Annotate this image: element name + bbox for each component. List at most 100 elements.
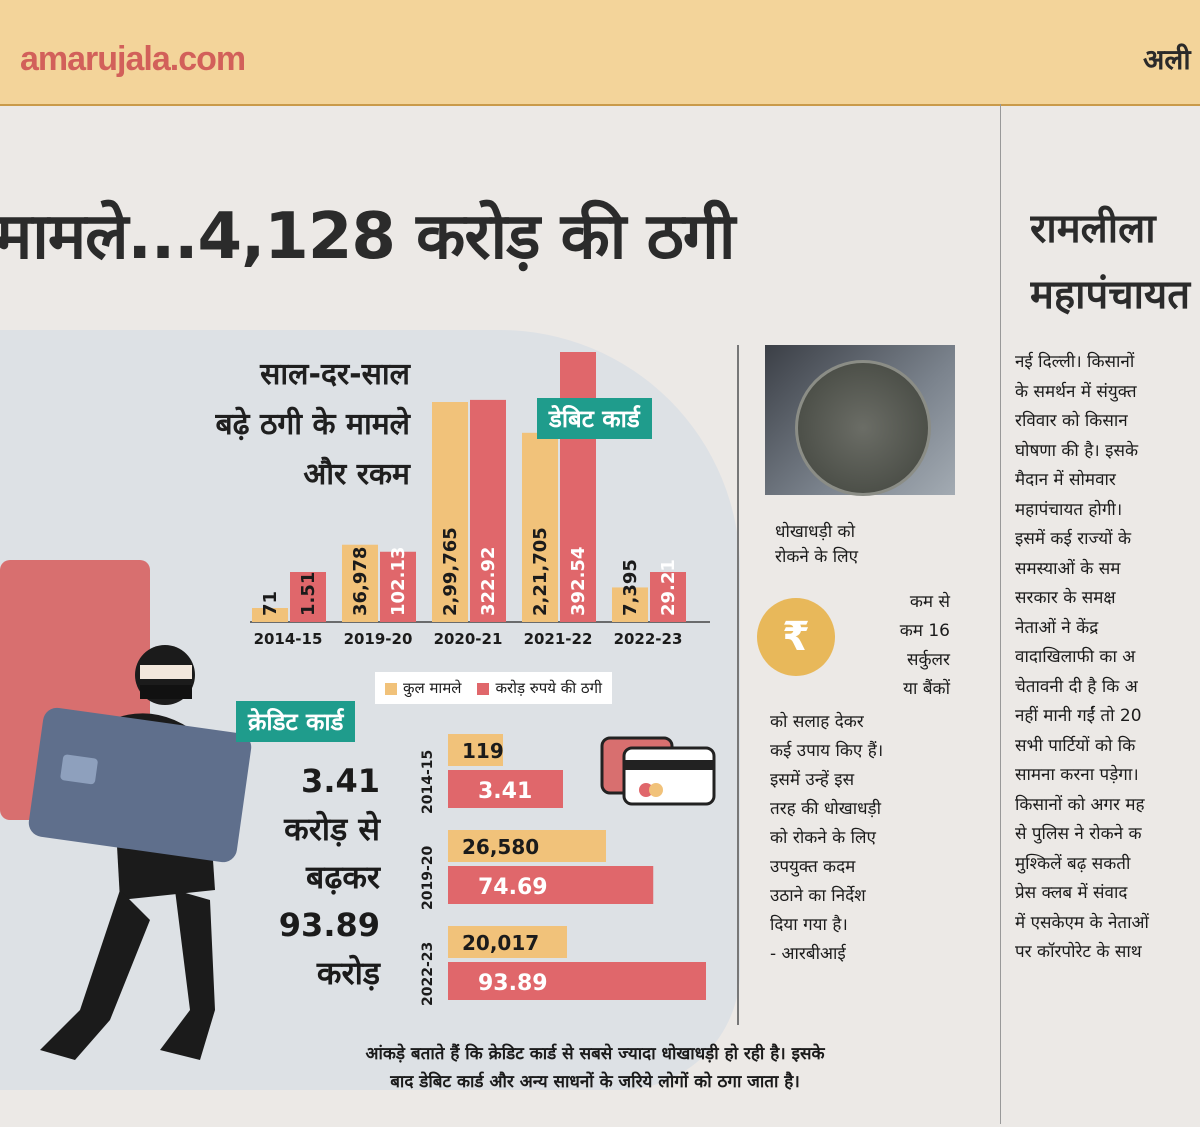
side-article-line: महापंचायत होगी। [1015, 499, 1123, 520]
side-article-line: के समर्थन में संयुक्त [1015, 381, 1137, 402]
rbi-line: तरह की धोखाधड़ी [770, 799, 882, 819]
x-tick-label: 2014-15 [254, 630, 323, 648]
legend-cases: कुल मामले [385, 678, 461, 698]
side-article-line: इसमें कई राज्यों के [1015, 529, 1132, 549]
cases-bar [432, 402, 468, 622]
cases-value-label: 2,99,765 [440, 527, 461, 616]
legend-cases-swatch [385, 682, 397, 695]
masthead-fragment: अली [1143, 43, 1191, 76]
credit-summary-line-1: 3.41 [301, 762, 380, 800]
side-headline-line-2: महापंचायत [1030, 272, 1190, 318]
side-article-line: घोषणा की है। इसके [1015, 440, 1139, 461]
cases-bar [448, 926, 567, 958]
y-tick-label: 2014-15 [420, 750, 436, 814]
side-article-line: नई दिल्ली। किसानों [1015, 352, 1135, 372]
cases-value-label: 20,017 [462, 931, 539, 955]
footnote-line-2: बाद डेबिट कार्ड और अन्य साधनों के जरिये … [390, 1072, 800, 1092]
rupee-icon: ₹ [757, 598, 835, 676]
credit-summary-line-5: करोड़ [316, 954, 380, 992]
rbi-seal-image [795, 360, 931, 496]
chart-legend: कुल मामले करोड़ रुपये की ठगी [375, 672, 612, 704]
side-article-line: से पुलिस ने रोकने क [1015, 824, 1142, 844]
side-article-line: पर कॉरपोरेट के साथ [1015, 942, 1142, 962]
column-rule [1000, 104, 1001, 1124]
side-article-line: सरकार के समक्ष [1015, 588, 1116, 608]
rbi-line: कई उपाय किए हैं। [770, 741, 884, 761]
y-tick-label: 2022-23 [420, 942, 436, 1006]
credit-card-bar-chart: 2014-15 119 3.41 2019-20 26,580 74.69 2022-23 2… [420, 734, 706, 1006]
debit-card-tag: डेबिट कार्ड [537, 398, 652, 439]
rbi-text-bottom: को सलाह देकर कई उपाय किए हैं। इसमें उन्ह… [770, 708, 950, 969]
rbi-text-mid: कम से कम 16 सर्कुलर या बैंकों [840, 588, 950, 704]
rbi-line: उपयुक्त कदम [770, 857, 856, 877]
amount-value-label: 3.41 [478, 779, 532, 804]
cases-value-label: 2,21,705 [530, 527, 551, 616]
side-article-line: में एसकेएम के नेताओं [1015, 912, 1149, 933]
cases-bar [522, 432, 558, 622]
legend-cases-label: कुल मामले [403, 679, 462, 697]
masthead-bar [0, 0, 1200, 106]
side-article-line: चेतावनी दी है कि अ [1015, 676, 1138, 697]
credit-summary-line-3: बढ़कर [306, 858, 380, 896]
credit-summary-line-4: 93.89 [278, 906, 380, 944]
legend-amount-swatch [477, 682, 490, 695]
rbi-line: या बैंकों [903, 679, 950, 699]
credit-summary-line-2: करोड़ से [284, 810, 380, 848]
cases-bar [612, 587, 648, 622]
infographic-footnote: आंकड़े बताते हैं कि क्रेडिट कार्ड से सबस… [250, 1040, 940, 1096]
amount-value-label: 392.54 [568, 547, 589, 616]
cases-bar [448, 830, 606, 862]
amount-bar [448, 866, 654, 904]
x-tick-label: 2021-22 [524, 630, 593, 648]
rbi-line: को सलाह देकर [770, 712, 864, 732]
legend-amount: करोड़ रुपये की ठगी [477, 678, 602, 698]
subtitle-line-3: और रकम [303, 457, 410, 492]
rbi-line: रोकने के लिए [775, 547, 859, 567]
x-tick-label: 2020-21 [434, 630, 503, 648]
cases-bar [342, 544, 378, 622]
amount-value-label: 74.69 [478, 875, 548, 900]
infographic-subtitle: साल-दर-साल बढ़े ठगी के मामले और रकम [100, 350, 410, 500]
thief-illustration [28, 645, 252, 1060]
side-article-line: नेताओं ने केंद्र [1015, 617, 1099, 638]
y-tick-label: 2019-20 [420, 845, 436, 910]
side-article-line: प्रेस क्लब में संवाद [1015, 883, 1128, 903]
card-icon [600, 736, 716, 806]
subtitle-line-1: साल-दर-साल [260, 357, 410, 392]
amount-bar [380, 551, 416, 622]
credit-card-summary: 3.41 करोड़ से बढ़कर 93.89 करोड़ [230, 757, 380, 997]
x-tick-label: 2022-23 [614, 630, 683, 648]
credit-card-tag: क्रेडिट कार्ड [236, 701, 356, 742]
side-article-line: मैदान में सोमवार [1015, 470, 1116, 490]
amount-bar [448, 770, 563, 808]
side-article-line: वादाखिलाफी का अ [1015, 647, 1136, 667]
cases-value-label: 36,978 [350, 547, 371, 616]
debit-card-bar-chart: 71 1.51 2014-15 36,978 102.13 2019-20 2,99,765… [250, 352, 710, 648]
brand-logo[interactable]: amarujala.com [20, 40, 246, 78]
column-divider [737, 345, 739, 1025]
rbi-text-top: धोखाधड़ी को रोकने के लिए [775, 520, 925, 570]
side-headline-line-1: रामलीला [1030, 206, 1156, 252]
side-article-line: समस्याओं के सम [1015, 558, 1121, 579]
cases-value-label: 7,395 [620, 559, 641, 616]
cases-bar [448, 734, 503, 766]
rbi-line: धोखाधड़ी को [775, 522, 855, 542]
side-article-line: मुश्किलें बढ़ सकती [1015, 853, 1131, 874]
amount-value-label: 93.89 [478, 971, 548, 996]
side-article-line: रविवार को किसान [1015, 411, 1128, 431]
legend-amount-label: करोड़ रुपये की ठगी [495, 679, 602, 697]
amount-bar [650, 572, 686, 622]
side-article-body: नई दिल्ली। किसानों के समर्थन में संयुक्त र… [1015, 348, 1200, 968]
amount-value-label: 29.21 [658, 559, 679, 616]
amount-value-label: 322.92 [478, 547, 499, 616]
side-headline: रामलीला महापंचायत [1030, 196, 1200, 328]
amount-bar [470, 399, 506, 622]
main-headline: मामले...4,128 करोड़ की ठगी [0, 200, 735, 274]
footnote-line-1: आंकड़े बताते हैं कि क्रेडिट कार्ड से सबस… [365, 1044, 825, 1064]
side-article-line: किसानों को अगर मह [1015, 794, 1145, 815]
cases-value-label: 119 [462, 739, 504, 763]
rbi-attribution: - आरबीआई [770, 944, 846, 964]
amount-bar [560, 352, 596, 622]
rbi-line: उठाने का निर्देश [770, 886, 866, 906]
amount-bar [290, 572, 326, 622]
